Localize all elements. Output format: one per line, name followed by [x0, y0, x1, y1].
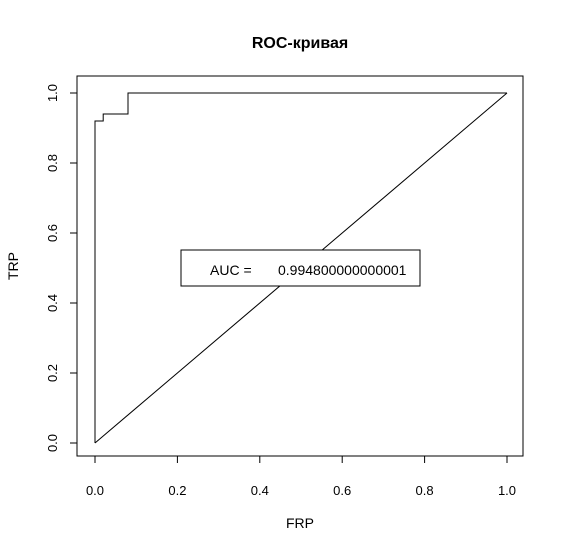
- y-tick-label: 0.0: [45, 434, 60, 452]
- roc-curve-line: [94, 92, 507, 443]
- auc-legend: AUC = 0.994800000000001: [180, 249, 421, 287]
- x-tick-label: 0.4: [251, 483, 269, 498]
- x-tick-label: 0.0: [86, 483, 104, 498]
- auc-value: 0.994800000000001: [278, 262, 407, 278]
- auc-label: AUC =: [210, 262, 252, 278]
- x-tick-label: 0.8: [416, 483, 434, 498]
- legend-box: [180, 249, 421, 287]
- y-axis: 0.0 0.2 0.4 0.6 0.8 1.0: [45, 84, 78, 452]
- chart-title: ROC-кривая: [252, 35, 348, 52]
- y-tick-label: 0.2: [45, 364, 60, 382]
- x-axis-label: FRP: [286, 515, 314, 531]
- x-tick-label: 1.0: [498, 483, 516, 498]
- y-axis-label: TRP: [5, 252, 21, 280]
- x-tick-label: 0.6: [333, 483, 351, 498]
- y-tick-label: 1.0: [45, 84, 60, 102]
- y-tick-label: 0.4: [45, 294, 60, 312]
- x-tick-label: 0.2: [168, 483, 186, 498]
- y-tick-label: 0.6: [45, 224, 60, 242]
- y-tick-label: 0.8: [45, 154, 60, 172]
- x-axis: 0.0 0.2 0.4 0.6 0.8 1.0: [86, 455, 516, 498]
